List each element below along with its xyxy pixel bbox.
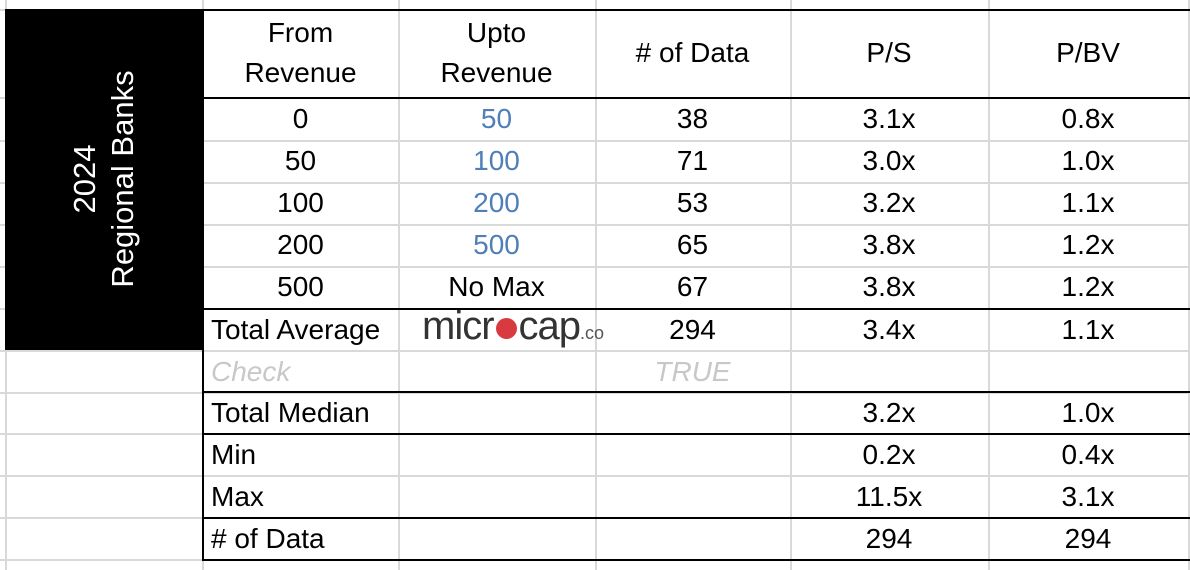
cell-count[interactable]: 53: [676, 187, 709, 218]
cell-upto-revenue[interactable]: 200: [473, 187, 520, 218]
summary-count[interactable]: 294: [669, 314, 716, 345]
cell-from-revenue[interactable]: 100: [277, 187, 324, 218]
summary-ps[interactable]: 3.4x: [862, 314, 916, 345]
cell-upto-revenue[interactable]: 100: [473, 145, 520, 176]
cell-ps[interactable]: 3.2x: [862, 187, 916, 218]
summary-pbv[interactable]: 294: [1064, 523, 1112, 554]
summary-label[interactable]: # of Data: [211, 523, 325, 554]
border-line: [202, 9, 1190, 11]
cell-from-revenue[interactable]: 200: [277, 229, 324, 260]
summary-pbv[interactable]: 3.1x: [1061, 481, 1115, 512]
summary-ps[interactable]: 294: [865, 523, 913, 554]
summary-label[interactable]: Total Median: [211, 397, 370, 428]
header-count[interactable]: # of Data: [595, 9, 790, 97]
cell-count[interactable]: 67: [676, 271, 709, 302]
cell-upto-revenue[interactable]: 50: [480, 103, 513, 134]
logo-text: cap: [518, 304, 581, 348]
side-label-sector: Regional Banks: [105, 70, 140, 288]
logo-red-dot-icon: [495, 318, 517, 339]
header-from-revenue[interactable]: From Revenue: [203, 9, 398, 97]
cell-from-revenue[interactable]: 0: [292, 103, 309, 134]
cell-count[interactable]: 71: [676, 145, 709, 176]
header-ps[interactable]: P/S: [790, 9, 988, 97]
summary-pbv[interactable]: [988, 351, 1188, 393]
cell-ps[interactable]: 3.0x: [862, 145, 916, 176]
summary-ps[interactable]: 3.2x: [862, 397, 916, 428]
header-text: P/BV: [1056, 37, 1120, 68]
summary-count[interactable]: [595, 434, 790, 476]
border-line: [202, 308, 1190, 310]
header-text: Upto: [466, 17, 527, 48]
summary-count[interactable]: [595, 476, 790, 518]
header-text: # of Data: [635, 37, 750, 68]
summary-count[interactable]: [595, 392, 790, 434]
side-label-block[interactable]: 2024 Regional Banks: [5, 9, 203, 350]
summary-pbv[interactable]: 0.4x: [1061, 439, 1115, 470]
cell-upto-revenue[interactable]: 500: [473, 229, 520, 260]
side-label-year: 2024: [67, 144, 102, 214]
header-text: P/S: [866, 37, 912, 68]
logo-text: micr: [422, 304, 495, 348]
grid-col-line: [595, 0, 597, 570]
border-line: [202, 517, 1190, 519]
cell-count[interactable]: 38: [676, 103, 709, 134]
border-line: [202, 97, 1190, 99]
summary-label[interactable]: Check: [211, 356, 291, 387]
grid-col-line: [1188, 0, 1190, 570]
cell-ps[interactable]: 3.1x: [862, 103, 916, 134]
header-text: From: [267, 17, 334, 48]
cell-ps[interactable]: 3.8x: [862, 271, 916, 302]
header-pbv[interactable]: P/BV: [988, 9, 1188, 97]
header-upto-revenue[interactable]: Upto Revenue: [398, 9, 595, 97]
summary-count[interactable]: [595, 518, 790, 560]
grid-col-line: [988, 0, 990, 570]
border-line: [202, 9, 204, 560]
cell-ps[interactable]: 3.8x: [862, 229, 916, 260]
border-line: [202, 559, 1190, 561]
summary-ps[interactable]: 11.5x: [855, 481, 923, 512]
cell-pbv[interactable]: 1.1x: [1061, 187, 1115, 218]
summary-ps[interactable]: [790, 351, 988, 393]
header-text: Revenue: [440, 57, 553, 88]
logo-suffix: .co: [580, 323, 605, 343]
cell-pbv[interactable]: 0.8x: [1061, 103, 1115, 134]
grid-col-line: [398, 0, 400, 570]
side-label: 2024 Regional Banks: [66, 70, 142, 287]
border-line: [202, 391, 1190, 393]
cell-upto-revenue[interactable]: No Max: [448, 271, 545, 302]
cell-from-revenue[interactable]: 500: [277, 271, 324, 302]
grid-col-line: [790, 0, 792, 570]
summary-count[interactable]: TRUE: [654, 356, 731, 387]
cell-from-revenue[interactable]: 50: [284, 145, 317, 176]
microcap-logo: micr cap .co: [422, 304, 604, 349]
summary-label[interactable]: Min: [211, 439, 257, 470]
summary-label[interactable]: Max: [211, 481, 264, 512]
border-line: [202, 433, 1190, 435]
summary-ps[interactable]: 0.2x: [862, 439, 916, 470]
cell-pbv[interactable]: 1.0x: [1061, 145, 1115, 176]
summary-pbv[interactable]: 1.0x: [1061, 397, 1115, 428]
cell-pbv[interactable]: 1.2x: [1061, 271, 1115, 302]
summary-label[interactable]: Total Average: [211, 314, 381, 345]
cell-pbv[interactable]: 1.2x: [1061, 229, 1115, 260]
header-text: Revenue: [244, 57, 357, 88]
cell-count[interactable]: 65: [676, 229, 709, 260]
summary-pbv[interactable]: 1.1x: [1061, 314, 1115, 345]
